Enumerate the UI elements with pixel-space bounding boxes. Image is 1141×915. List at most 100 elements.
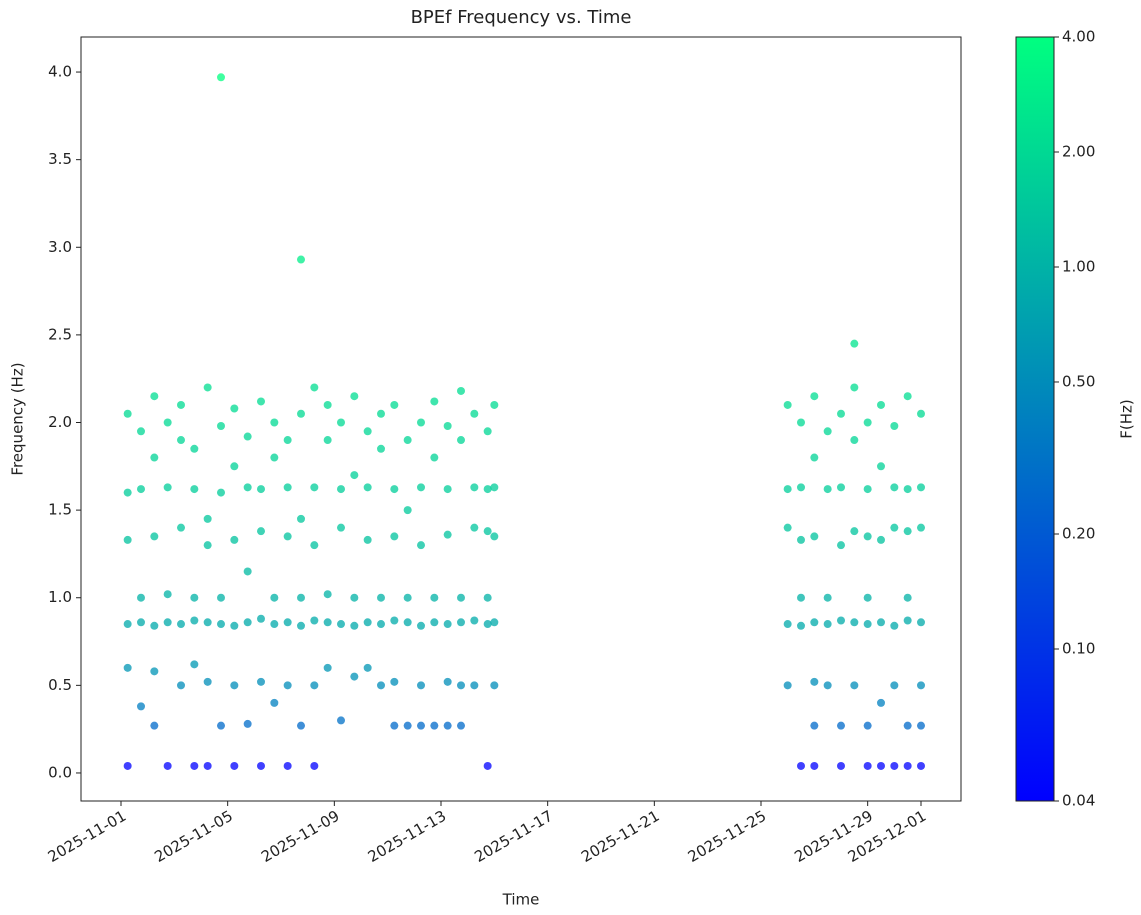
point [350, 471, 359, 480]
point [377, 681, 385, 690]
point [863, 721, 872, 730]
point [470, 483, 479, 492]
y-tick-label: 0.0 [48, 763, 72, 781]
point [337, 620, 345, 629]
point [177, 681, 185, 690]
point [217, 593, 225, 602]
point [443, 530, 452, 539]
point [137, 702, 145, 711]
point [483, 485, 492, 494]
point [890, 681, 899, 690]
chart-title: BPEf Frequency vs. Time [411, 7, 632, 28]
point [850, 618, 859, 627]
point [443, 422, 452, 431]
point [270, 593, 279, 602]
y-tick-label: 3.0 [48, 238, 72, 256]
point [323, 663, 332, 672]
x-axis-label: Time [502, 891, 540, 909]
point [850, 436, 859, 445]
point [443, 721, 452, 730]
point [163, 618, 172, 627]
point [457, 618, 465, 627]
x-tick-label: 2025-11-01 [45, 807, 130, 866]
point [230, 404, 239, 413]
colorbar-tick-label: 0.10 [1062, 639, 1095, 657]
point [403, 436, 412, 445]
point [363, 618, 372, 627]
point [337, 716, 345, 725]
point [123, 488, 132, 497]
point [377, 444, 385, 453]
point [283, 436, 292, 445]
plot-frame [80, 36, 962, 802]
point [417, 721, 425, 730]
point [257, 397, 265, 406]
point [270, 418, 279, 427]
point [417, 483, 425, 492]
point [283, 618, 292, 627]
point [257, 614, 265, 623]
point [430, 618, 439, 627]
point [230, 462, 239, 471]
point [123, 663, 132, 672]
point [270, 620, 279, 629]
point [190, 444, 199, 453]
point [483, 761, 492, 770]
point [417, 541, 425, 550]
point [123, 761, 132, 770]
point [797, 535, 805, 544]
point [390, 485, 399, 494]
point [457, 436, 465, 445]
colorbar-tick-label: 0.50 [1062, 372, 1095, 390]
point [903, 593, 912, 602]
point [443, 620, 452, 629]
point [150, 721, 159, 730]
point [150, 621, 159, 630]
point [297, 409, 305, 418]
point [490, 681, 499, 690]
point [150, 392, 159, 401]
point [470, 681, 479, 690]
point [310, 483, 319, 492]
point [490, 400, 499, 409]
point [177, 436, 185, 445]
point [430, 453, 439, 462]
point [903, 392, 912, 401]
x-tick-label: 2025-11-13 [365, 807, 450, 866]
point [377, 593, 385, 602]
x-tick-label: 2025-11-21 [578, 807, 663, 866]
point [350, 672, 359, 681]
point [203, 677, 212, 686]
y-tick-label: 2.0 [48, 413, 72, 431]
point [390, 616, 399, 625]
point [403, 618, 412, 627]
point [323, 436, 332, 445]
point [430, 593, 439, 602]
colorbar [1015, 36, 1055, 802]
point [810, 721, 819, 730]
point [890, 761, 899, 770]
point [257, 761, 265, 770]
point [470, 616, 479, 625]
point [377, 409, 385, 418]
point [323, 590, 332, 599]
point [917, 618, 925, 627]
point [797, 483, 805, 492]
point [137, 618, 145, 627]
point [837, 541, 845, 550]
colorbar-tick-label: 0.04 [1062, 792, 1095, 810]
point [877, 462, 885, 471]
point [443, 677, 452, 686]
point [837, 721, 845, 730]
point [217, 721, 225, 730]
point [797, 418, 805, 427]
point [877, 618, 885, 627]
point [217, 620, 225, 629]
point [203, 541, 212, 550]
point [457, 681, 465, 690]
point [837, 483, 845, 492]
point [150, 532, 159, 541]
point [443, 485, 452, 494]
point [863, 418, 872, 427]
y-tick-label: 1.0 [48, 588, 72, 606]
